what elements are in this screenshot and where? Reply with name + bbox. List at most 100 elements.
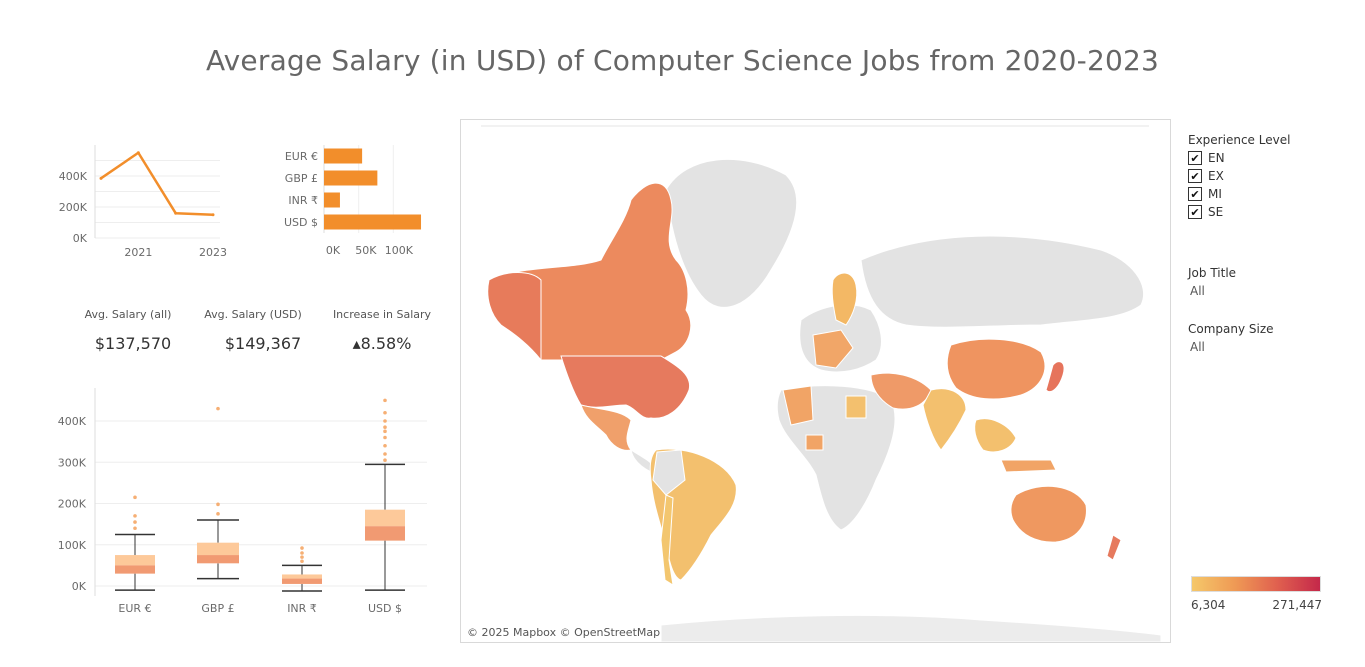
bar-chart-xtick-label: 100K <box>385 244 414 257</box>
box-plot-outlier <box>383 452 387 456</box>
map-nigeria <box>805 434 824 451</box>
line-chart-ytick-label: 400K <box>59 170 88 183</box>
kpi-label-avg-usd: Avg. Salary (USD) <box>204 308 302 321</box>
bar-chart-xtick-label: 50K <box>355 244 377 257</box>
map-usa <box>560 355 691 419</box>
box-plot-lower-box <box>365 526 405 541</box>
box-plot-outlier <box>383 429 387 434</box>
line-chart-xtick-label: 2023 <box>199 246 227 259</box>
map-attribution[interactable]: © 2025 Mapbox © OpenStreetMap <box>467 626 661 639</box>
box-plot-ytick-label: 100K <box>58 539 87 552</box>
map-antarctica <box>660 614 1162 642</box>
job-title-filter-value[interactable]: All <box>1190 284 1205 298</box>
box-plot-outlier <box>383 435 387 440</box>
checkbox-icon[interactable]: ✔ <box>1188 151 1202 165</box>
kpi-label-avg-all: Avg. Salary (all) <box>84 308 172 321</box>
bar-chart-category-label: USD $ <box>284 216 318 229</box>
kpi-label-increase: Increase in Salary <box>332 308 432 321</box>
experience-option-mi[interactable]: ✔ MI <box>1188 185 1222 203</box>
experience-option-ex[interactable]: ✔ EX <box>1188 167 1224 185</box>
box-plot-ytick-label: 200K <box>58 498 87 511</box>
experience-option-se[interactable]: ✔ SE <box>1188 203 1223 221</box>
experience-option-en[interactable]: ✔ EN <box>1188 149 1225 167</box>
box-plot-category-label: GBP £ <box>201 602 234 615</box>
bar-chart-category-label: EUR € <box>285 150 318 163</box>
world-map-canvas <box>481 125 1162 642</box>
line-chart-point <box>136 151 140 155</box>
job-title-filter-title: Job Title <box>1188 266 1237 280</box>
line-chart-series <box>100 151 214 216</box>
box-plot-upper-box <box>197 542 239 556</box>
bar-chart-xtick-label: 0K <box>326 244 341 257</box>
dashboard-title: Average Salary (in USD) of Computer Scie… <box>205 44 1160 77</box>
world-salary-map[interactable] <box>460 119 1171 643</box>
box-plot-upper-box <box>115 555 155 566</box>
kpi-value-increase: ▴8.58% <box>352 334 412 353</box>
box-plot-outlier <box>300 555 304 559</box>
map-russia <box>860 235 1145 328</box>
map-india <box>922 388 967 451</box>
box-plot-outlier <box>383 410 387 415</box>
box-plot-outlier <box>383 419 387 423</box>
line-chart-point <box>99 176 103 180</box>
box-plot-upper-box <box>282 574 322 579</box>
box-plot-outlier <box>216 406 220 411</box>
bar-chart-bar <box>324 192 340 208</box>
box-plot-ytick-label: 300K <box>58 456 87 469</box>
box-plot-outlier <box>216 512 220 516</box>
box-plot-lower-box <box>197 555 239 564</box>
box-plot-outlier <box>133 495 137 500</box>
map-north-africa-west <box>782 385 814 426</box>
line-chart-ytick-label: 200K <box>59 201 88 214</box>
bar-chart-category-label: GBP £ <box>285 172 318 185</box>
experience-option-label: EX <box>1208 169 1224 183</box>
experience-option-label: SE <box>1208 205 1224 219</box>
company-size-filter-title: Company Size <box>1188 322 1274 336</box>
box-plot-category-label: USD $ <box>368 602 402 615</box>
map-australia <box>1010 485 1087 543</box>
bar-chart-bar <box>324 170 378 186</box>
box-plot-outlier <box>383 425 387 429</box>
checkbox-icon[interactable]: ✔ <box>1188 187 1202 201</box>
bar-chart-bar <box>324 214 422 230</box>
box-plot-outlier <box>383 443 387 448</box>
map-greenland <box>665 158 798 308</box>
company-size-filter-value[interactable]: All <box>1190 340 1205 354</box>
kpi-value-avg-all: $137,570 <box>94 334 172 353</box>
box-plot-outlier <box>300 546 304 550</box>
line-chart-point <box>174 211 178 215</box>
legend-min-value: 6,304 <box>1191 598 1226 612</box>
map-colombia-peru <box>652 449 686 496</box>
box-plot-category-label: EUR € <box>118 602 151 615</box>
box-plot-category-label: INR ₹ <box>287 602 317 615</box>
map-scandinavia <box>831 272 858 326</box>
box-plot-outlier <box>216 502 220 507</box>
map-se-asia <box>974 418 1017 453</box>
box-plot-lower-box <box>282 578 322 584</box>
line-chart-point <box>211 213 215 217</box>
box-plot-ytick-label: 0K <box>72 580 87 593</box>
box-plot-lower-box <box>115 565 155 574</box>
checkbox-icon[interactable]: ✔ <box>1188 169 1202 183</box>
map-west-europe <box>812 329 854 369</box>
legend-max-value: 271,447 <box>1272 598 1322 612</box>
map-egypt <box>845 395 867 419</box>
experience-option-label: MI <box>1208 187 1222 201</box>
box-plot-outlier <box>133 514 137 518</box>
line-chart-xtick-label: 2021 <box>124 246 152 259</box>
map-middle-east <box>870 372 932 410</box>
kpi-value-avg-usd: $149,367 <box>224 334 302 353</box>
experience-filter-title: Experience Level <box>1188 133 1291 147</box>
box-plot-ytick-label: 400K <box>58 415 87 428</box>
bar-chart-category-label: INR ₹ <box>288 194 318 207</box>
map-chile <box>660 494 674 587</box>
box-plot-outlier <box>300 559 304 564</box>
box-plot-outlier <box>133 520 137 524</box>
checkbox-icon[interactable]: ✔ <box>1188 205 1202 219</box>
map-mexico <box>580 404 632 451</box>
box-plot-upper-box <box>365 509 405 527</box>
map-alaska <box>487 272 542 362</box>
